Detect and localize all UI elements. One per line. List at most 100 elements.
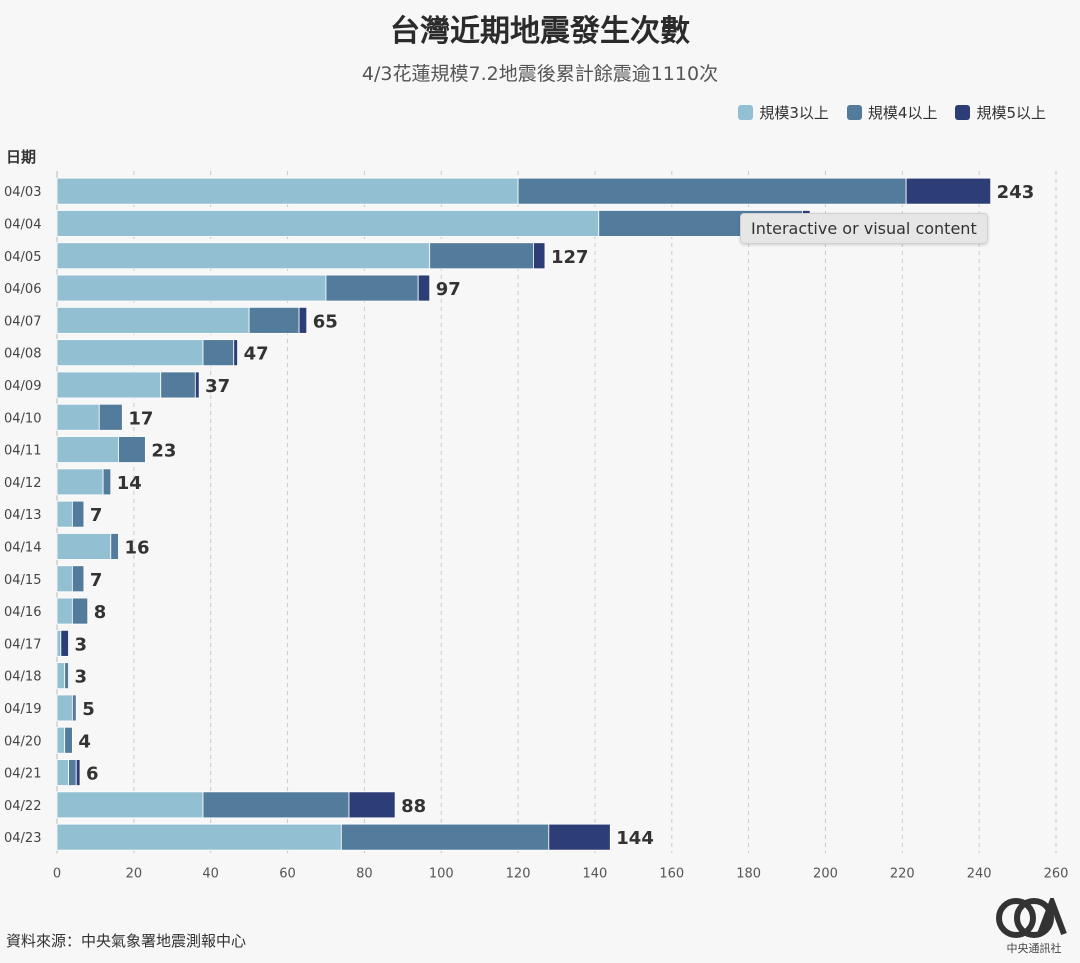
x-tick-label: 80 (356, 866, 373, 881)
bar-segment[interactable] (56, 306, 250, 334)
y-tick-label: 04/16 (4, 605, 41, 620)
y-tick-label: 04/21 (4, 767, 41, 782)
y-tick-label: 04/19 (4, 702, 41, 717)
data-label: 97 (436, 279, 461, 300)
bar-segment[interactable] (64, 662, 69, 690)
bar-segment[interactable] (533, 242, 546, 270)
bar-segment[interactable] (56, 371, 162, 399)
bar-segment[interactable] (56, 436, 119, 463)
data-label: 65 (313, 311, 338, 332)
bar-segment[interactable] (56, 662, 66, 690)
bar-segment[interactable] (233, 339, 238, 367)
bar-segment[interactable] (248, 306, 300, 334)
source-note: 資料來源：中央氣象署地震測報中心 (6, 932, 247, 950)
y-tick-label: 04/09 (4, 379, 41, 394)
bar-segment[interactable] (56, 468, 104, 496)
bar-segment[interactable] (75, 759, 81, 786)
bar-segment[interactable] (340, 823, 550, 851)
x-tick-label: 20 (126, 866, 143, 881)
legend-swatch-m5 (955, 105, 971, 120)
bar-segment[interactable] (118, 436, 146, 463)
bar-segment[interactable] (56, 339, 204, 367)
bar-segment[interactable] (56, 597, 73, 625)
y-tick-label: 04/07 (4, 314, 41, 329)
y-tick-label: 04/22 (4, 799, 41, 814)
x-tick-label: 180 (736, 866, 761, 881)
bar-segment[interactable] (429, 242, 534, 270)
bar-segment[interactable] (68, 759, 77, 786)
bar-segment[interactable] (348, 791, 396, 819)
bar-segment[interactable] (417, 274, 431, 302)
bar-segment[interactable] (110, 533, 119, 560)
bar-segment[interactable] (56, 565, 73, 593)
data-label: 144 (616, 828, 654, 849)
legend-item-m3[interactable]: 規模3以上 (738, 102, 829, 123)
y-axis-label: 日期 (6, 148, 36, 166)
bar-segment[interactable] (56, 726, 66, 754)
data-label: 16 (124, 537, 149, 558)
x-tick-label: 120 (506, 866, 531, 881)
chart-title: 台灣近期地震發生次數 (390, 14, 690, 49)
bar-segment[interactable] (194, 371, 200, 399)
bar-segment[interactable] (298, 306, 308, 334)
y-tick-label: 04/06 (4, 282, 41, 297)
bar-segment[interactable] (56, 177, 519, 205)
legend-swatch-m4 (846, 105, 862, 120)
bar-segment[interactable] (548, 823, 611, 851)
legend-label-m3: 規模3以上 (759, 104, 829, 122)
bar-segment[interactable] (202, 791, 350, 819)
x-tick-label: 140 (583, 866, 608, 881)
legend-item-m4[interactable]: 規模4以上 (846, 102, 938, 123)
bar-segment[interactable] (56, 791, 204, 819)
x-tick-label: 60 (279, 866, 296, 881)
bar-segment[interactable] (325, 274, 419, 302)
bar-segment[interactable] (71, 597, 89, 625)
data-label: 8 (94, 602, 107, 623)
bar-segment[interactable] (56, 629, 62, 657)
data-label: 7 (90, 505, 103, 526)
bar-segment[interactable] (202, 339, 235, 367)
bar-segment[interactable] (56, 210, 600, 237)
bar-segment[interactable] (56, 274, 327, 302)
x-tick-label: 240 (967, 866, 992, 881)
bar-segment[interactable] (56, 759, 69, 786)
y-tick-label: 04/11 (4, 444, 41, 459)
data-label: 5 (82, 699, 95, 720)
bar-segment[interactable] (71, 565, 85, 593)
bar-segment[interactable] (905, 177, 992, 205)
bar-segment[interactable] (160, 371, 196, 399)
y-tick-label: 04/05 (4, 250, 41, 265)
data-label: 7 (90, 570, 103, 591)
y-tick-label: 04/17 (4, 637, 41, 652)
bar-segment[interactable] (102, 468, 112, 496)
x-tick-label: 220 (890, 866, 915, 881)
data-label: 3 (75, 667, 88, 688)
bar-segment[interactable] (56, 823, 342, 851)
y-tick-label: 04/04 (4, 217, 41, 232)
bar-segment[interactable] (60, 629, 69, 657)
data-label: 88 (401, 796, 426, 817)
y-tick-label: 04/08 (4, 347, 41, 362)
bar-segment[interactable] (517, 177, 907, 205)
data-label: 243 (997, 182, 1035, 203)
bar-segment[interactable] (56, 242, 431, 270)
bar-segment[interactable] (56, 533, 112, 560)
cna-logo-mark (996, 893, 1067, 938)
bar-segment[interactable] (56, 500, 73, 528)
legend-label-m4: 規模4以上 (867, 104, 938, 122)
bar-segment[interactable] (56, 403, 100, 431)
bar-segment[interactable] (56, 694, 73, 722)
bar-segment[interactable] (71, 694, 77, 722)
legend-item-m5[interactable]: 規模5以上 (955, 102, 1046, 123)
y-tick-label: 04/18 (4, 670, 41, 685)
cna-logo: 中央通訊社 (996, 893, 1072, 956)
legend-label-m5: 規模5以上 (976, 104, 1046, 122)
y-tick-label: 04/03 (4, 185, 41, 200)
x-tick-label: 260 (1044, 866, 1069, 881)
x-tick-label: 200 (813, 866, 838, 881)
data-label: 4 (78, 731, 91, 752)
bar-segment[interactable] (64, 726, 73, 754)
x-tick-label: 100 (429, 866, 454, 881)
bar-segment[interactable] (71, 500, 85, 528)
bar-segment[interactable] (98, 403, 123, 431)
